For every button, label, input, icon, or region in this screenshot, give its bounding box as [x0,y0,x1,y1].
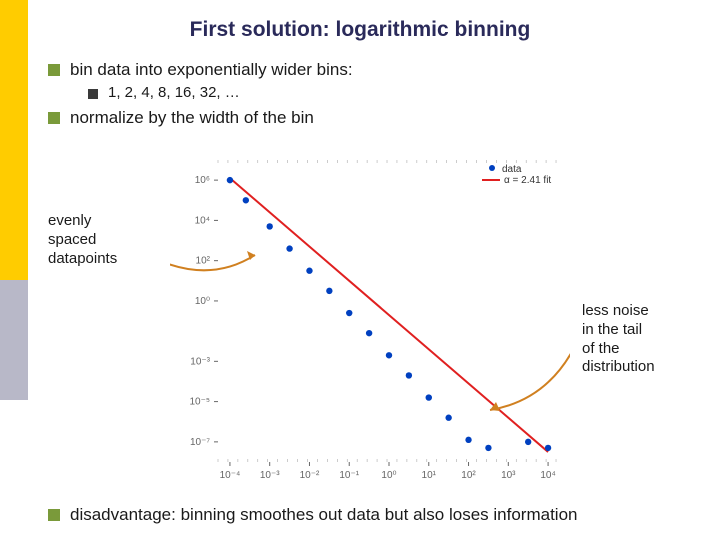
svg-text:10⁻¹: 10⁻¹ [339,470,359,481]
svg-text:10⁻⁴: 10⁻⁴ [220,470,241,481]
bullet-icon [48,509,60,521]
sidebar-yellow [0,0,28,280]
svg-text:10⁻³: 10⁻³ [260,470,280,481]
chart: 10⁻⁴ 10⁻³ 10⁻² 10⁻¹ 10⁰ 10¹ 10² 10³ 10⁴ 10⁻⁷ 10⁻⁵ 1… [170,150,570,490]
bullet-1-sub: 1, 2, 4, 8, 16, 32, … [88,84,240,101]
svg-text:10⁰: 10⁰ [381,470,396,481]
page-title: First solution: logarithmic binning [0,18,720,42]
svg-text:10⁻⁵: 10⁻⁵ [189,397,210,408]
bullet-3-text: disadvantage: binning smoothes out data … [70,505,578,525]
svg-text:10⁻⁷: 10⁻⁷ [190,437,210,448]
svg-text:10⁶: 10⁶ [195,175,210,186]
chart-svg: 10⁻⁴ 10⁻³ 10⁻² 10⁻¹ 10⁰ 10¹ 10² 10³ 10⁴ 10⁻⁷ 10⁻⁵ 1… [170,150,570,490]
svg-text:10⁰: 10⁰ [195,296,210,307]
bullet-1-sub-text: 1, 2, 4, 8, 16, 32, … [108,84,240,101]
svg-text:10³: 10³ [501,470,516,481]
svg-text:10⁴: 10⁴ [195,215,210,226]
svg-text:10⁻³: 10⁻³ [190,356,210,367]
sidebar-gray [0,280,28,400]
svg-text:10¹: 10¹ [422,470,437,481]
svg-text:10⁴: 10⁴ [540,470,555,481]
bullet-icon [48,112,60,124]
bullet-2-text: normalize by the width of the bin [70,108,314,128]
bullet-icon [88,89,98,99]
bullet-1: bin data into exponentially wider bins: [48,60,353,80]
bullet-3: disadvantage: binning smoothes out data … [48,505,578,525]
annotation-right: less noise in the tail of the distributi… [582,302,655,377]
svg-text:α = 2.41 fit: α = 2.41 fit [504,175,551,186]
svg-text:10⁻²: 10⁻² [300,470,320,481]
svg-text:10²: 10² [461,470,476,481]
svg-text:data: data [502,164,522,175]
bullet-2: normalize by the width of the bin [48,108,314,128]
svg-text:10²: 10² [196,256,211,267]
bullet-icon [48,64,60,76]
bullet-1-text: bin data into exponentially wider bins: [70,60,353,80]
annotation-left: evenly spaced datapoints [48,212,117,268]
